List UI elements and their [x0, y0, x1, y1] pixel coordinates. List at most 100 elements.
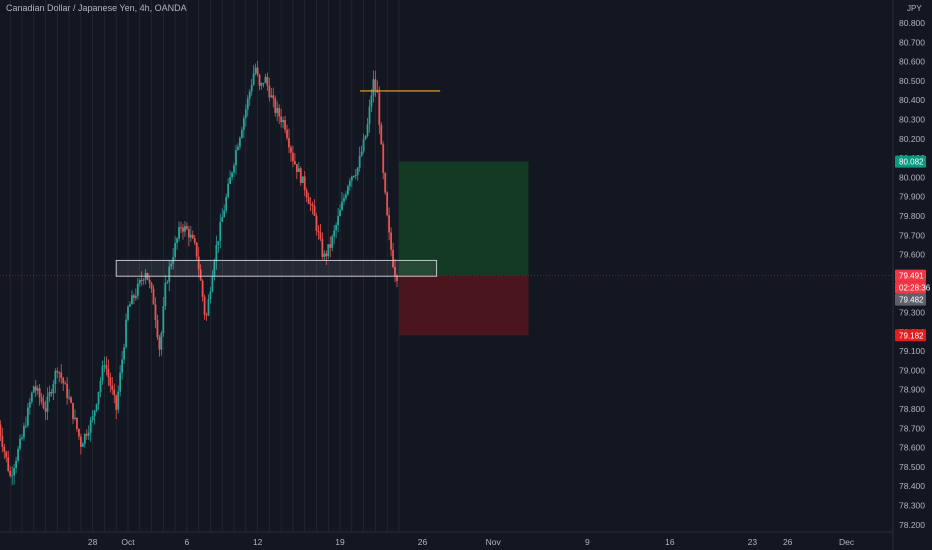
candle [327, 244, 330, 260]
candle [150, 281, 153, 293]
candle [132, 293, 135, 305]
candle [360, 145, 363, 158]
candle [187, 225, 190, 247]
stop-price-badge: 79.182 [895, 329, 926, 342]
candle [223, 204, 226, 218]
candle [99, 377, 102, 398]
candle [170, 260, 173, 270]
price-tick-label: 80.200 [899, 134, 925, 144]
candle [95, 403, 98, 413]
candle [148, 275, 151, 289]
candle [242, 115, 245, 138]
candle [87, 425, 90, 441]
candle [292, 145, 294, 168]
candle [79, 433, 82, 455]
candle [225, 193, 228, 214]
candle [127, 304, 129, 322]
candle [368, 99, 371, 133]
candle [319, 223, 322, 242]
candle [19, 434, 21, 452]
profit-zone[interactable] [398, 161, 529, 276]
candle [386, 191, 389, 217]
candle [286, 124, 288, 141]
chart-title: Canadian Dollar / Japanese Yen, 4h, OAND… [6, 3, 187, 13]
price-tick-label: 79.800 [899, 211, 925, 221]
candle [115, 394, 118, 420]
cursor-price-badge: 79.482 [895, 293, 926, 306]
candle [40, 393, 43, 405]
time-tick-label: 26 [783, 537, 793, 547]
target-price-badge-text: 80.082 [899, 158, 924, 167]
candle [81, 442, 84, 447]
long-position-tool[interactable] [398, 161, 529, 336]
candle [54, 368, 57, 394]
candle [34, 379, 37, 397]
candle [239, 136, 241, 150]
candle [17, 446, 19, 463]
candle [32, 385, 35, 394]
price-tick-label: 79.100 [899, 346, 925, 356]
candle [62, 376, 65, 391]
price-tick-label: 78.600 [899, 443, 925, 453]
price-tick-label: 79.300 [899, 308, 925, 318]
loss-zone[interactable] [398, 275, 529, 336]
candle [388, 207, 391, 241]
candle [237, 143, 239, 151]
candle [38, 384, 41, 406]
candle [358, 146, 361, 172]
candle [290, 144, 292, 162]
candle [250, 78, 253, 96]
candle [268, 77, 271, 102]
time-tick-label: 19 [335, 537, 345, 547]
candle [266, 72, 269, 91]
candle [390, 227, 392, 257]
candle [356, 166, 359, 181]
time-tick-label: Nov [486, 537, 502, 547]
candle [276, 101, 279, 122]
candle [3, 443, 6, 460]
time-axis[interactable]: 28 Oct 6 12 19 26 Nov 9 16 23 26 Dec [88, 537, 855, 547]
candle [11, 466, 14, 486]
price-tick-label: 79.000 [899, 365, 925, 375]
candle [293, 152, 296, 166]
candle [348, 178, 351, 191]
candle [74, 409, 76, 421]
candle [174, 236, 177, 260]
price-tick-label: 78.700 [899, 423, 925, 433]
candle [42, 394, 45, 410]
price-tick-label: 78.800 [899, 404, 925, 414]
candle [331, 234, 334, 252]
time-tick-label: 23 [748, 537, 758, 547]
candle [140, 271, 143, 286]
candle [5, 450, 8, 463]
candle [203, 294, 206, 320]
support-zone-rectangle[interactable] [115, 259, 438, 277]
time-tick-label: 9 [585, 537, 590, 547]
candle [113, 383, 116, 404]
candle [78, 428, 80, 440]
candle [217, 241, 220, 254]
candle [211, 270, 214, 293]
candle [246, 94, 249, 117]
price-tick-label: 78.300 [899, 501, 925, 511]
candle [297, 161, 300, 173]
candle [91, 409, 94, 423]
candle [258, 73, 261, 91]
candle [378, 86, 381, 135]
candle [105, 356, 108, 376]
price-axis[interactable]: 80.800 80.700 80.600 80.500 80.400 80.300 80.2… [899, 4, 925, 530]
candle [23, 422, 25, 441]
candle [254, 63, 257, 76]
candle [346, 184, 349, 196]
candle [313, 199, 316, 216]
candle [215, 235, 218, 270]
candle [307, 192, 310, 205]
candle [295, 164, 298, 180]
candle [256, 60, 259, 77]
candle [44, 400, 47, 420]
candle [166, 279, 169, 285]
time-tick-label: Oct [121, 537, 135, 547]
candle [160, 330, 163, 356]
candle [21, 434, 23, 441]
